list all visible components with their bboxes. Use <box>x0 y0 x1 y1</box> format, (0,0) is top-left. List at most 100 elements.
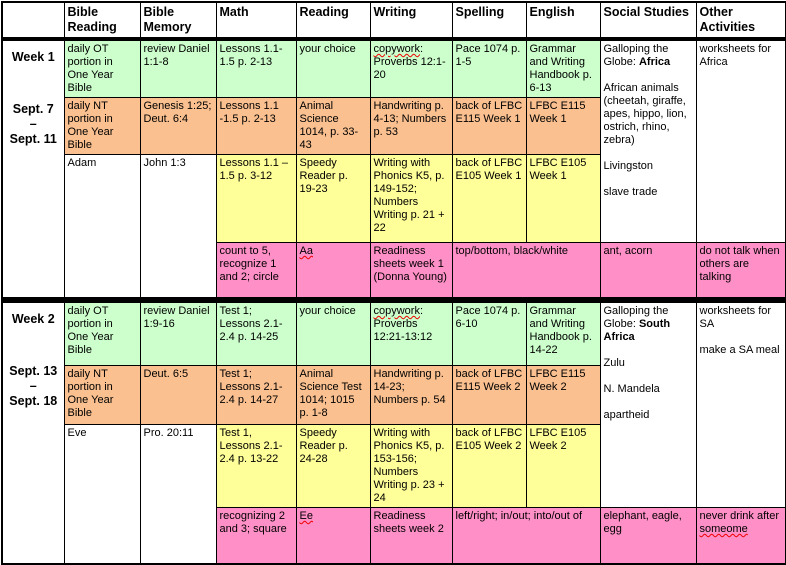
misspelled-word: Ee <box>299 510 313 522</box>
week1-yellow-math-cell: Lessons 1.1 – 1.5 p. 3-12 <box>215 154 297 243</box>
week2-orange-spelling-cell: back of LFBC E115 Week 2 <box>451 365 527 425</box>
writing-text: : Proverbs 12:21-13:12 <box>373 305 433 343</box>
week1-orange-writing-cell: Handwriting p. 4-13; Numbers p. 53 <box>369 97 453 155</box>
week1-yellow-writing-cell: Writing with Phonics K5, p. 149-152; Num… <box>369 154 453 243</box>
social-paragraph: apartheid <box>603 409 650 421</box>
week1-yellow-row: Adam John 1:3 Lessons 1.1 – 1.5 p. 3-12 … <box>2 154 786 298</box>
week1-social-studies-cell: Galloping the Globe: Africa African anim… <box>599 38 697 243</box>
week1-pink-other-cell: do not talk when others are talking <box>695 242 786 298</box>
social-paragraph: N. Mandela <box>603 383 660 395</box>
week1-yellow-reading-cell: Speedy Reader p. 19-23 <box>295 154 371 243</box>
week2-dates: Sept. 13 – Sept. 18 <box>6 364 61 409</box>
week2-green-row: Week 2 Sept. 13 – Sept. 18 daily OT port… <box>1 302 786 564</box>
social-title-topic: South Africa <box>603 318 671 343</box>
week2-pink-row: recognizing 2 and 3; square Ee Readiness… <box>2 507 786 564</box>
week2-yellow-reading-cell: Speedy Reader p. 24-28 <box>295 424 371 508</box>
week1-orange-row: daily NT portion in One Year Bible Genes… <box>2 97 786 155</box>
week2-yellow-math-cell: Test 1, Lessons 2.1-2.4 p. 13-22 <box>215 424 297 508</box>
column-header-reading: Reading <box>295 1 371 41</box>
week2-green-math-cell: Test 1; Lessons 2.1-2.4 p. 14-25 <box>215 302 297 366</box>
week2-pink-writing-cell: Readiness sheets week 2 <box>369 507 453 564</box>
week1-green-bible-memory-cell: review Daniel 1:1-8 <box>139 38 217 98</box>
week2-green-bible-memory-cell: review Daniel 1:9-16 <box>139 302 217 366</box>
week1-pink-reading-cell: Aa <box>295 242 371 298</box>
social-paragraph: Livingston <box>603 160 654 172</box>
column-header-bible-reading: Bible Reading <box>63 1 141 41</box>
social-title: Galloping the Globe: South Africa <box>604 305 693 344</box>
week2-pink-other-cell: never drink after someome <box>695 507 786 564</box>
week2-green-reading-cell: your choice <box>295 302 371 366</box>
week1-orange-math-cell: Lessons 1.1 -1.5 p. 2-13 <box>215 97 297 155</box>
week2-orange-writing-cell: Handwriting p. 14-23; Numbers p. 54 <box>369 365 453 425</box>
week2-pink-social-cell: elephant, eagle, egg <box>599 507 697 564</box>
week2-yellow-english-cell: LFBC E105 Week 2 <box>525 424 601 508</box>
week2-green-english-cell: Grammar and Writing Handbook p. 14-22 <box>525 302 601 366</box>
week2-green-spelling-cell: Pace 1074 p. 6-10 <box>451 302 527 366</box>
social-title-prefix: Galloping the Globe: <box>603 305 669 330</box>
week2-other-activities-cell: worksheets for SA make a SA meal <box>695 302 786 508</box>
week2-orange-bible-memory-cell: Deut. 6:5 <box>139 365 217 425</box>
week2-pink-math-cell: recognizing 2 and 3; square <box>215 507 297 564</box>
date-dash: – <box>29 117 37 131</box>
week1-date-end: Sept. 11 <box>9 132 57 146</box>
week1-orange-spelling-cell: back of LFBC E115 Week 1 <box>451 97 527 155</box>
week1-green-row: Week 1 Sept. 7 – Sept. 11 daily OT porti… <box>1 38 786 298</box>
week2-yellow-bible-memory-cell: Pro. 20:11 <box>139 424 217 564</box>
week1-green-reading-cell: your choice <box>295 38 371 98</box>
week2-orange-bible-reading-cell: daily NT portion in One Year Bible <box>63 365 141 425</box>
week2-yellow-writing-cell: Writing with Phonics K5, p. 153-156; Num… <box>369 424 453 508</box>
other-paragraph: worksheets for SA <box>699 305 772 330</box>
week2-orange-english-cell: LFBC E115 Week 2 <box>525 365 601 425</box>
week2-label-cell: Week 2 Sept. 13 – Sept. 18 <box>1 302 65 564</box>
week2-label: Week 2 <box>11 312 55 326</box>
week2-yellow-row: Eve Pro. 20:11 Test 1, Lessons 2.1-2.4 p… <box>2 424 786 564</box>
week1-orange-reading-cell: Animal Science 1014, p. 33-43 <box>295 97 371 155</box>
week1-green-english-cell: Grammar and Writing Handbook p. 6-13 <box>525 38 601 98</box>
week1-date-start: Sept. 7 <box>12 102 54 116</box>
week2-pink-reading-cell: Ee <box>295 507 371 564</box>
social-paragraph: slave trade <box>603 186 658 198</box>
misspelled-word: copywork <box>373 43 420 55</box>
column-header-other-activities: Other Activities <box>695 1 786 41</box>
week1-orange-bible-memory-cell: Genesis 1:25; Deut. 6:4 <box>139 97 217 155</box>
column-header-english: English <box>525 1 601 41</box>
social-title-topic: Africa <box>638 56 671 68</box>
header-row: Bible Reading Bible Memory Math Reading … <box>1 1 786 41</box>
misspelled-word: Aa <box>299 245 313 257</box>
misspelled-word: someome <box>699 523 748 535</box>
column-header-writing: Writing <box>369 1 453 41</box>
other-paragraph: worksheets for Africa <box>699 43 772 68</box>
week2-yellow-spelling-cell: back of LFBC E105 Week 2 <box>451 424 527 508</box>
week1-label-cell: Week 1 Sept. 7 – Sept. 11 <box>1 38 65 298</box>
social-paragraph: Zulu <box>603 357 625 369</box>
week1-pink-writing-cell: Readiness sheets week 1 (Donna Young) <box>369 242 453 298</box>
week2-green-writing-cell: copywork: Proverbs 12:21-13:12 <box>369 302 453 366</box>
week1-yellow-english-cell: LFBC E105 Week 1 <box>525 154 601 243</box>
column-header-math: Math <box>215 1 297 41</box>
column-header-spelling: Spelling <box>451 1 527 41</box>
writing-text: : Proverbs 12:1-20 <box>373 43 446 81</box>
column-header-bible-memory: Bible Memory <box>139 1 217 41</box>
week1-yellow-spelling-cell: back of LFBC E105 Week 1 <box>451 154 527 243</box>
other-paragraph: make a SA meal <box>699 344 780 356</box>
week1-pink-row: count to 5, recognize 1 and 2; circle Aa… <box>2 242 786 298</box>
week2-social-studies-cell: Galloping the Globe: South Africa Zulu N… <box>599 302 697 508</box>
week1-other-activities-cell: worksheets for Africa <box>695 38 786 243</box>
week2-orange-row: daily NT portion in One Year Bible Deut.… <box>2 365 786 425</box>
social-title-prefix: Galloping the Globe: <box>603 43 669 68</box>
week2-orange-reading-cell: Animal Science Test 1014; 1015 p. 1-8 <box>295 365 371 425</box>
week1-green-bible-reading-cell: daily OT portion in One Year Bible <box>63 38 141 98</box>
column-header-week <box>1 1 65 41</box>
week1-yellow-bible-reading-cell: Adam <box>63 154 141 298</box>
week1-dates: Sept. 7 – Sept. 11 <box>6 102 61 147</box>
social-title: Galloping the Globe: Africa <box>604 43 693 69</box>
week1-pink-social-cell: ant, acorn <box>599 242 697 298</box>
week1-orange-english-cell: LFBC E115 Week 1 <box>525 97 601 155</box>
misspelled-word: copywork <box>373 305 420 317</box>
week1-orange-bible-reading-cell: daily NT portion in One Year Bible <box>63 97 141 155</box>
week2-orange-math-cell: Test 1; Lessons 2.1-2.4 p. 14-27 <box>215 365 297 425</box>
week2-date-end: Sept. 18 <box>9 394 58 408</box>
week1-yellow-bible-memory-cell: John 1:3 <box>139 154 217 298</box>
week2-pink-spelling-english-cell: left/right; in/out; into/out of <box>451 507 601 564</box>
